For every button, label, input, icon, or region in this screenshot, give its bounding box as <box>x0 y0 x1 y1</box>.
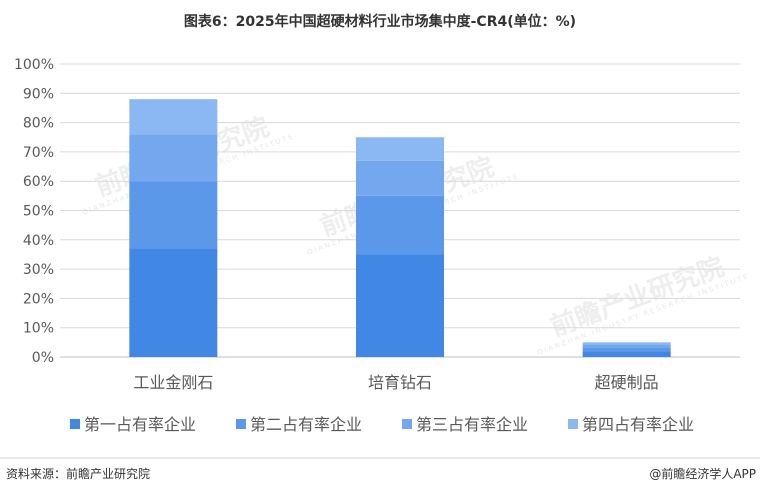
y-tick-label: 70% <box>23 145 54 161</box>
bar-segment <box>129 181 218 249</box>
legend-swatch <box>402 419 412 429</box>
bar-segment <box>582 344 671 348</box>
y-tick-label: 10% <box>23 321 54 337</box>
y-tick-label: 20% <box>23 291 54 307</box>
chart-title: 图表6：2025年中国超硬材料行业市场集中度-CR4(单位：%) <box>184 13 576 30</box>
bar-segment <box>582 342 671 345</box>
legend-swatch <box>568 419 578 429</box>
bar-segment <box>356 137 444 161</box>
y-tick-label: 80% <box>23 116 54 132</box>
y-tick-label: 0% <box>32 350 54 366</box>
bar-segment <box>582 351 671 357</box>
legend-label: 第四占有率企业 <box>582 415 694 434</box>
bars <box>129 99 671 357</box>
footer-brand: @前瞻经济学人APP <box>649 466 756 481</box>
footer-source: 资料来源：前瞻产业研究院 <box>6 466 150 481</box>
y-tick-label: 100% <box>14 57 54 73</box>
x-axis-labels: 工业金刚石 培育钻石 超硬制品 <box>133 373 658 392</box>
y-tick-label: 90% <box>23 86 54 102</box>
y-tick-label: 50% <box>23 204 54 220</box>
legend: 第一占有率企业 第二占有率企业 第三占有率企业 第四占有率企业 <box>70 415 694 434</box>
y-tick-label: 40% <box>23 233 54 249</box>
y-tick-label: 30% <box>23 262 54 278</box>
legend-label: 第一占有率企业 <box>84 415 196 434</box>
bar-segment <box>356 160 444 196</box>
legend-swatch <box>236 419 246 429</box>
bar-segment <box>356 195 444 255</box>
y-axis-ticks: 0% 10% 20% 30% 40% 50% 60% 70% 80% 90% 100% <box>14 57 54 366</box>
legend-swatch <box>70 419 80 429</box>
y-tick-label: 60% <box>23 174 54 190</box>
x-tick-label: 培育钻石 <box>368 373 432 392</box>
bar-segment <box>582 347 671 352</box>
x-tick-label: 超硬制品 <box>595 373 659 392</box>
bar-segment <box>129 99 218 135</box>
bar-segment <box>129 248 218 357</box>
x-tick-label: 工业金刚石 <box>133 373 213 392</box>
legend-label: 第三占有率企业 <box>416 415 528 434</box>
bar-segment <box>129 134 218 182</box>
legend-label: 第二占有率企业 <box>250 415 362 434</box>
bar-segment <box>356 254 444 357</box>
